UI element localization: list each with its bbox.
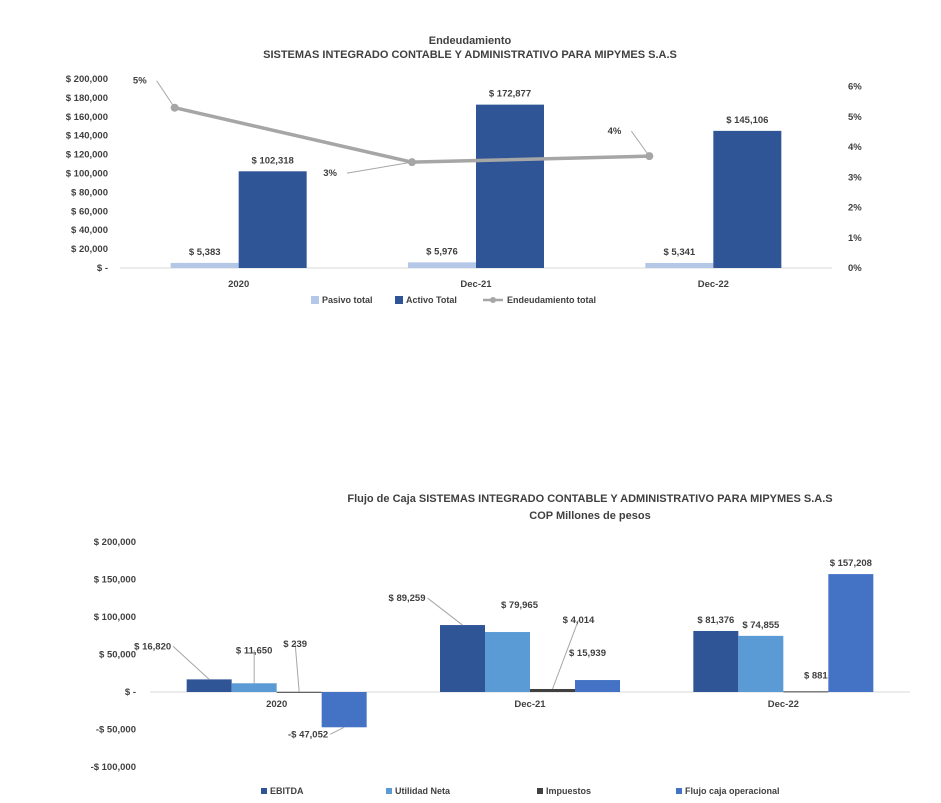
legend-swatch: [311, 296, 319, 304]
bar-utilidad-neta: [485, 632, 530, 692]
legend-label: Pasivo total: [322, 295, 373, 305]
y-tick-label: $ 140,000: [66, 131, 108, 142]
endeudamiento-chart: Endeudamiento SISTEMAS INTEGRADO CONTABLE…: [66, 35, 863, 305]
data-label: $ 89,259: [389, 593, 426, 604]
bar-ebitda: [440, 625, 485, 692]
y-tick-label: $ 160,000: [66, 112, 108, 123]
chart-subtitle: SISTEMAS INTEGRADO CONTABLE Y ADMINISTRA…: [263, 49, 677, 61]
leader-line: [156, 80, 176, 109]
bar-utilidad-neta: [738, 635, 784, 692]
y2-tick-label: 6%: [848, 82, 862, 93]
y-tick-label: -$ 50,000: [96, 725, 136, 736]
bar-activo-total: [238, 171, 307, 268]
data-label-endeudamiento: 5%: [133, 76, 147, 87]
data-label: $ 79,965: [501, 600, 539, 611]
legend-swatch: [386, 788, 392, 794]
legend-swatch: [261, 788, 267, 794]
leader-line: [427, 597, 463, 626]
bar-flujo-caja-operacional: [575, 680, 620, 692]
y-tick-label: $ 120,000: [66, 150, 108, 161]
y2-tick-label: 0%: [848, 263, 862, 274]
bar-ebitda: [186, 679, 232, 692]
data-label-pasivo: $ 5,341: [663, 247, 695, 258]
y-tick-label: $ 40,000: [71, 225, 108, 236]
bar-impuestos: [530, 688, 575, 692]
bar-pasivo-total: [645, 262, 714, 268]
data-label: $ 74,855: [742, 620, 780, 631]
bar-flujo-caja-operacional: [321, 692, 367, 728]
bar-impuestos: [276, 691, 322, 693]
x-tick-label: 2020: [228, 279, 249, 290]
leader-line: [172, 646, 210, 680]
y-tick-label: $ 150,000: [94, 575, 136, 586]
chart-title: Endeudamiento: [429, 35, 512, 47]
y2-tick-label: 4%: [848, 142, 862, 153]
data-label: $ 157,208: [830, 558, 872, 569]
x-tick-label: Dec-21: [460, 279, 492, 290]
data-label: $ 81,376: [697, 615, 734, 626]
legend-swatch: [395, 296, 403, 304]
bar-ebitda: [693, 630, 739, 692]
legend-label: Activo Total: [406, 295, 457, 305]
data-label: $ 881: [804, 670, 828, 681]
data-label: $ 4,014: [563, 615, 595, 626]
y-tick-label: $ -: [97, 263, 108, 274]
data-label: $ 15,939: [569, 648, 606, 659]
y-tick-label: $ 80,000: [71, 187, 108, 198]
y-tick-label: $ 100,000: [94, 612, 136, 623]
bar-flujo-caja-operacional: [828, 574, 874, 692]
data-label: $ 239: [283, 639, 307, 650]
legend-label: Impuestos: [546, 786, 591, 796]
y2-tick-label: 5%: [848, 112, 862, 123]
y-tick-label: $ 200,000: [94, 537, 136, 548]
data-label-pasivo: $ 5,976: [426, 246, 458, 257]
legend-label: Endeudamiento total: [507, 295, 596, 305]
leader-line: [346, 161, 413, 174]
legend-label: EBITDA: [270, 786, 304, 796]
data-label: $ 16,820: [134, 641, 171, 652]
legend-label: Utilidad Neta: [395, 786, 451, 796]
y-tick-label: $ 50,000: [99, 650, 136, 661]
y-tick-label: $ 60,000: [71, 206, 108, 217]
leader-line: [294, 643, 300, 692]
x-tick-label: Dec-22: [768, 699, 799, 710]
data-label-activo: $ 102,318: [252, 155, 294, 166]
legend-swatch: [537, 788, 543, 794]
y2-tick-label: 2%: [848, 203, 862, 214]
data-label-pasivo: $ 5,383: [189, 247, 221, 258]
leader-line: [552, 619, 579, 690]
x-tick-label: 2020: [266, 699, 287, 710]
data-label-activo: $ 145,106: [726, 115, 768, 126]
legend-marker: [490, 297, 496, 303]
y2-tick-label: 3%: [848, 172, 862, 183]
x-tick-label: Dec-21: [514, 699, 546, 710]
data-label-activo: $ 172,877: [489, 89, 531, 100]
x-tick-label: Dec-22: [698, 279, 729, 290]
bar-pasivo-total: [408, 262, 476, 268]
bar-activo-total: [476, 104, 544, 269]
y-tick-label: -$ 100,000: [91, 762, 136, 773]
y-tick-label: $ 20,000: [71, 244, 108, 255]
bar-impuestos: [783, 691, 829, 693]
data-label: -$ 47,052: [288, 729, 328, 740]
legend-label: Flujo caja operacional: [685, 786, 780, 796]
chart-title: Flujo de Caja SISTEMAS INTEGRADO CONTABL…: [347, 493, 832, 505]
leader-line: [630, 130, 650, 157]
y-tick-label: $ 200,000: [66, 74, 108, 85]
y-tick-label: $ 100,000: [66, 169, 108, 180]
bar-activo-total: [713, 130, 782, 268]
leader-line: [329, 726, 345, 735]
bar-utilidad-neta: [231, 683, 277, 692]
y-tick-label: $ 180,000: [66, 93, 108, 104]
y-tick-label: $ -: [125, 687, 136, 698]
data-label-endeudamiento: 3%: [323, 168, 337, 179]
y2-tick-label: 1%: [848, 233, 862, 244]
bar-pasivo-total: [170, 262, 239, 268]
legend-swatch: [676, 788, 682, 794]
chart-subtitle: COP Millones de pesos: [529, 510, 650, 522]
data-label: $ 11,650: [236, 645, 272, 656]
data-label-endeudamiento: 4%: [608, 126, 622, 137]
